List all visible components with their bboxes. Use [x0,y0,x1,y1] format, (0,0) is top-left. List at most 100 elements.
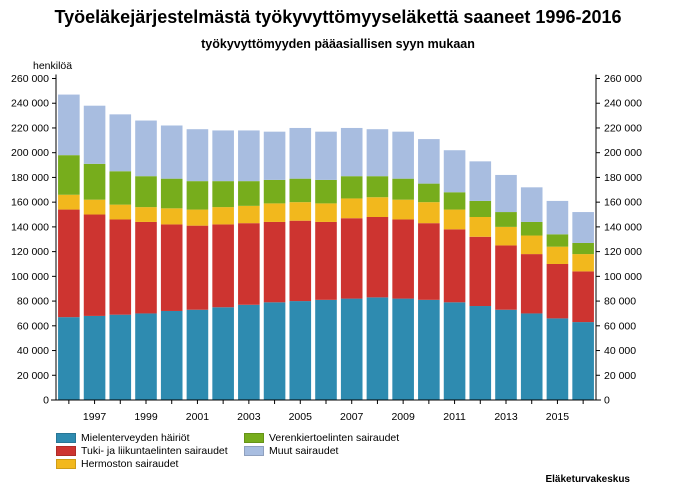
y-tick-label-right: 120 000 [604,246,642,258]
bar-segment-2015-s0 [546,318,569,400]
bar-segment-2007-s3 [340,176,363,199]
bar-segment-2001-s3 [186,181,209,210]
y-tick-label-right: 180 000 [604,172,642,184]
legend-item: Tuki- ja liikuntaelinten sairaudet [56,445,228,457]
bar-segment-2002-s3 [212,181,234,208]
bar-segment-2011-s3 [443,192,466,210]
bar-segment-2003-s4 [238,130,260,182]
bar-segment-2009-s0 [392,298,414,400]
bar-segment-2010-s3 [418,183,440,203]
y-tick-label-left: 140 000 [11,221,49,233]
bar-segment-2009-s4 [392,131,414,179]
source-label: Eläketurvakeskus [545,474,630,485]
y-tick-label-left: 120 000 [11,246,49,258]
bar-segment-2010-s0 [418,299,440,400]
legend-swatch [244,446,264,456]
bar-segment-2012-s0 [469,306,492,400]
x-tick-label: 2011 [443,411,466,423]
bar-segment-2000-s3 [160,178,183,209]
bar-segment-2013-s1 [495,245,517,310]
bar-segment-1998-s0 [109,314,132,400]
y-tick-label-right: 100 000 [604,271,642,283]
bar-segment-2005-s4 [289,127,312,179]
bar-segment-2013-s0 [495,309,517,400]
bar-segment-2007-s2 [340,198,363,219]
legend-label: Mielenterveyden häiriöt [81,432,190,444]
bar-segment-2000-s1 [160,224,183,311]
bar-segment-2006-s1 [315,221,337,300]
bar-segment-2009-s1 [392,219,414,299]
y-tick-label-right: 240 000 [604,98,642,110]
legend-item: Hermoston sairaudet [56,458,178,470]
x-tick-label: 2003 [237,411,261,423]
legend-label: Verenkiertoelinten sairaudet [269,432,400,444]
bar-segment-1997-s3 [83,163,106,200]
legend-swatch [56,433,76,443]
y-tick-label-left: 160 000 [11,197,49,209]
bar-segment-2012-s3 [469,200,492,217]
bar-segment-2006-s3 [315,179,337,204]
bar-segment-2009-s3 [392,178,414,200]
bar-segment-2007-s4 [340,127,363,177]
bar-segment-2011-s4 [443,150,466,193]
y-tick-label-right: 20 000 [604,370,636,382]
axes-layer: 0 0 20 000 20 000 40 000 40 000 60 000 60 000 80… [11,73,642,423]
bar-segment-2011-s0 [443,302,466,400]
bar-segment-2000-s4 [160,125,183,179]
y-tick-label-right: 200 000 [604,147,642,159]
y-tick-label-left: 200 000 [11,147,49,159]
legend-item: Mielenterveyden häiriöt [56,432,190,444]
bar-segment-2016-s1 [572,271,594,323]
y-tick-label-right: 220 000 [604,122,642,134]
bar-segment-1998-s3 [109,171,132,205]
bar-segment-1998-s4 [109,114,132,172]
x-tick-label: 2015 [546,411,570,423]
bar-segment-1999-s3 [135,176,157,208]
bar-segment-1998-s1 [109,219,132,315]
bar-segment-2006-s2 [315,203,337,222]
bar-segment-2004-s0 [263,302,286,400]
legend-item: Muut sairaudet [244,445,338,457]
bar-segment-2001-s0 [186,309,209,400]
bar-segment-2000-s0 [160,310,183,400]
bar-segment-2008-s2 [366,197,389,217]
bar-segment-2005-s0 [289,301,312,400]
stacked-bar-chart: 0 0 20 000 20 000 40 000 40 000 60 000 60 000 80… [11,73,642,423]
bar-segment-2016-s0 [572,322,594,400]
bar-segment-1998-s2 [109,204,132,220]
bar-segment-1997-s1 [83,214,106,316]
bar-segment-2001-s4 [186,129,209,182]
legend-label: Muut sairaudet [269,445,339,457]
legend-swatch [56,459,76,469]
y-tick-label-right: 80 000 [604,296,636,308]
x-tick-label: 1999 [134,411,158,423]
bar-segment-2012-s4 [469,161,492,201]
bar-segment-2014-s3 [520,221,543,236]
bar-segment-2003-s2 [238,205,260,224]
bar-segment-1999-s1 [135,221,157,314]
bar-segment-1997-s4 [83,105,106,164]
bar-segment-2011-s2 [443,209,466,230]
bar-segment-2010-s2 [418,202,440,224]
bar-segment-2005-s1 [289,220,312,302]
bar-segment-2016-s2 [572,254,594,272]
bar-segment-2007-s1 [340,218,363,299]
bar-segment-1999-s4 [135,120,157,177]
bar-segment-2000-s2 [160,208,183,225]
bar-segment-2013-s2 [495,226,517,246]
bar-segment-2005-s3 [289,178,312,203]
bar-segment-2014-s4 [520,187,543,222]
bar-segment-2013-s4 [495,174,517,213]
bar-segment-2015-s1 [546,263,569,319]
bar-segment-2015-s3 [546,234,569,247]
bar-segment-2007-s0 [340,298,363,400]
y-tick-label-right: 60 000 [604,320,636,332]
bar-segment-2008-s1 [366,216,389,298]
bar-segment-2015-s2 [546,246,569,264]
bars-layer [58,94,594,400]
bar-segment-2014-s1 [520,254,543,314]
chart-title: Työeläkejärjestelmästä työkyvyttömyyselä… [54,7,622,27]
y-tick-label-left: 220 000 [11,122,49,134]
legend-swatch [244,433,264,443]
x-tick-label: 2001 [186,411,210,423]
